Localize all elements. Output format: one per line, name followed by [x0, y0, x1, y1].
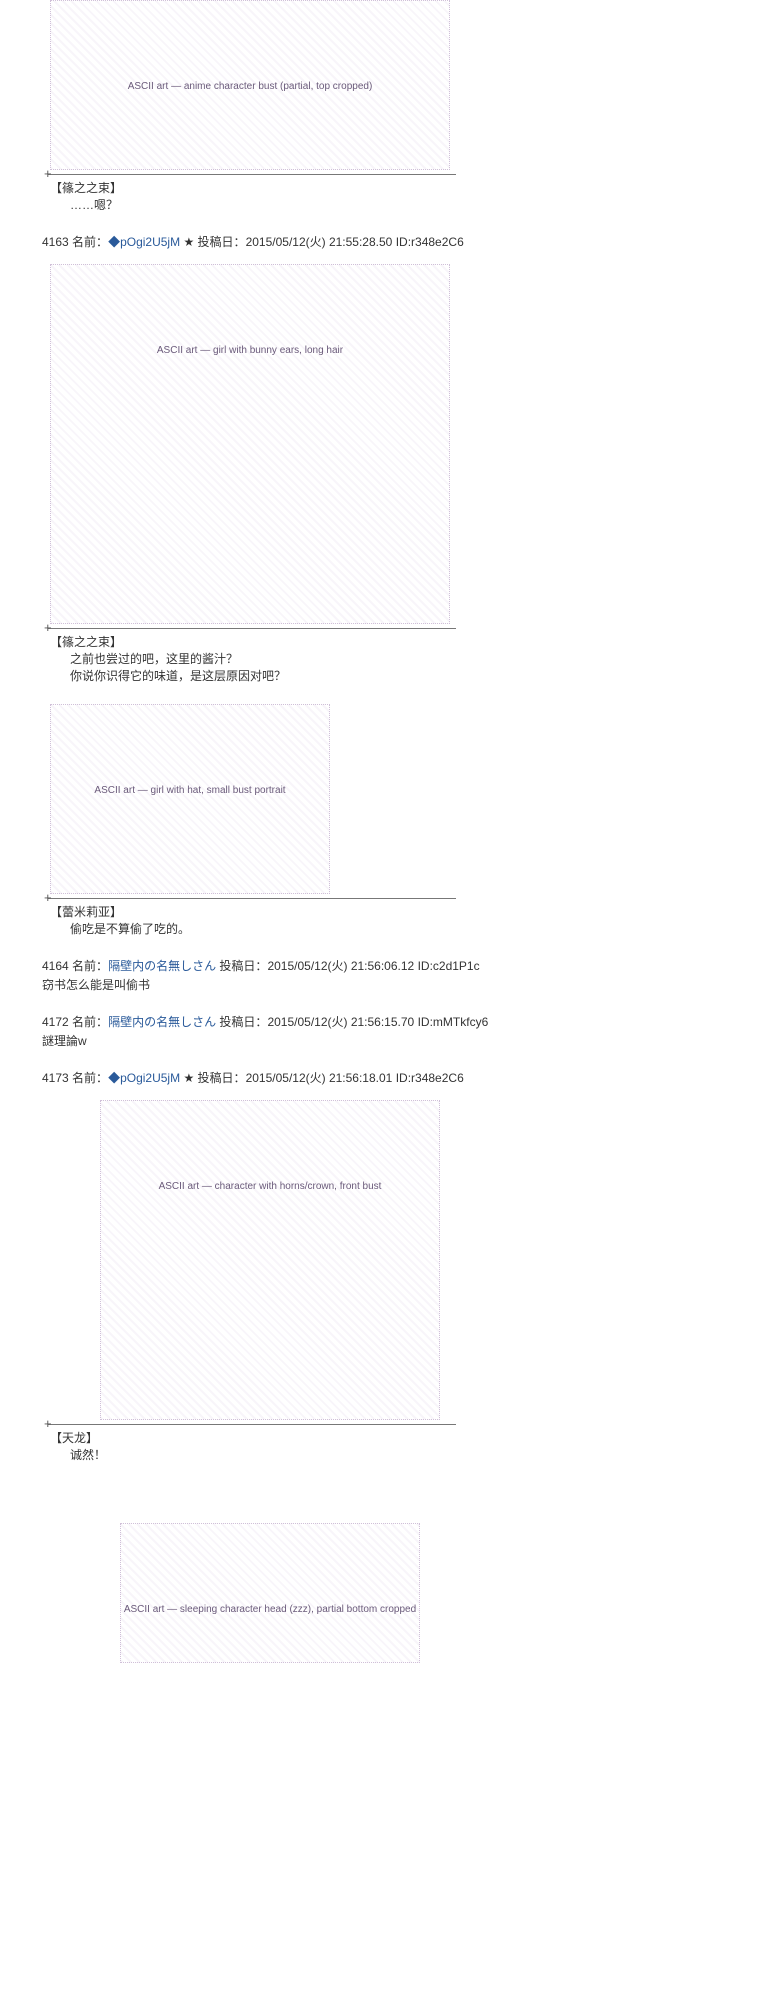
label-name-prefix: 名前： [72, 1015, 108, 1029]
post-number: 4164 [42, 959, 69, 973]
dialogue-line: 偷吃是不算偷了吃的。 [70, 920, 766, 937]
post-date: 2015/05/12(火) 21:56:15.70 [267, 1015, 414, 1029]
speaker-name: 【篠之之束】 [50, 179, 766, 196]
post-id: mMTkfcy6 [433, 1015, 488, 1029]
label-date-prefix: 投稿日： [219, 1015, 267, 1029]
label-name-prefix: 名前： [72, 235, 108, 249]
post-header: 4172 名前：隔壁内の名無しさん 投稿日：2015/05/12(火) 21:5… [42, 1013, 766, 1030]
post-header: 4164 名前：隔壁内の名無しさん 投稿日：2015/05/12(火) 21:5… [42, 957, 766, 974]
divider [48, 1424, 456, 1425]
label-id-prefix: ID: [396, 1071, 411, 1085]
post-header: 4163 名前：◆pOgi2U5jM ★ 投稿日：2015/05/12(火) 2… [42, 233, 766, 250]
dialogue-line: 之前也尝过的吧，这里的酱汁？ [70, 650, 766, 667]
divider [48, 898, 456, 899]
dialogue-line: 诚然！ [70, 1446, 766, 1463]
comment-text: 窃书怎么能是叫偷书 [42, 976, 766, 993]
label-name-prefix: 名前： [72, 1071, 108, 1085]
poster-name: ◆pOgi2U5jM [108, 1071, 180, 1085]
post-number: 4172 [42, 1015, 69, 1029]
poster-star: ★ [183, 1071, 194, 1085]
dialogue-block: 【篠之之束】 之前也尝过的吧，这里的酱汁？ 你说你识得它的味道，是这层原因对吧？ [50, 633, 766, 684]
post-id: c2d1P1c [433, 959, 480, 973]
post-number: 4173 [42, 1071, 69, 1085]
post-date: 2015/05/12(火) 21:56:18.01 [246, 1071, 393, 1085]
poster-name: 隔壁内の名無しさん [108, 1015, 216, 1029]
comment-text: 謎理論w [42, 1032, 766, 1049]
speaker-name: 【蕾米莉亚】 [50, 903, 766, 920]
label-date-prefix: 投稿日： [219, 959, 267, 973]
label-id-prefix: ID: [396, 235, 411, 249]
label-id-prefix: ID: [418, 1015, 433, 1029]
label-id-prefix: ID: [418, 959, 433, 973]
post-header: 4173 名前：◆pOgi2U5jM ★ 投稿日：2015/05/12(火) 2… [42, 1069, 766, 1086]
poster-name: ◆pOgi2U5jM [108, 235, 180, 249]
dialogue-block: 【天龙】 诚然！ [50, 1429, 766, 1463]
post-date: 2015/05/12(火) 21:55:28.50 [246, 235, 393, 249]
ascii-art: ASCII art — girl with bunny ears, long h… [50, 264, 450, 624]
dialogue-line: 你说你识得它的味道，是这层原因对吧？ [70, 667, 766, 684]
poster-star: ★ [183, 235, 194, 249]
speaker-name: 【天龙】 [50, 1429, 766, 1446]
divider [48, 628, 456, 629]
dialogue-block: 【蕾米莉亚】 偷吃是不算偷了吃的。 [50, 903, 766, 937]
post-id: r348e2C6 [411, 235, 464, 249]
label-date-prefix: 投稿日： [198, 1071, 246, 1085]
label-date-prefix: 投稿日： [198, 235, 246, 249]
post-number: 4163 [42, 235, 69, 249]
ascii-art: ASCII art — sleeping character head (zzz… [120, 1523, 420, 1663]
ascii-art: ASCII art — anime character bust (partia… [50, 0, 450, 170]
ascii-art: ASCII art — character with horns/crown, … [100, 1100, 440, 1420]
speaker-name: 【篠之之束】 [50, 633, 766, 650]
dialogue-line: ……嗯？ [70, 196, 766, 213]
post-date: 2015/05/12(火) 21:56:06.12 [267, 959, 414, 973]
label-name-prefix: 名前： [72, 959, 108, 973]
divider [48, 174, 456, 175]
ascii-art: ASCII art — girl with hat, small bust po… [50, 704, 330, 894]
dialogue-block: 【篠之之束】 ……嗯？ [50, 179, 766, 213]
post-id: r348e2C6 [411, 1071, 464, 1085]
poster-name: 隔壁内の名無しさん [108, 959, 216, 973]
